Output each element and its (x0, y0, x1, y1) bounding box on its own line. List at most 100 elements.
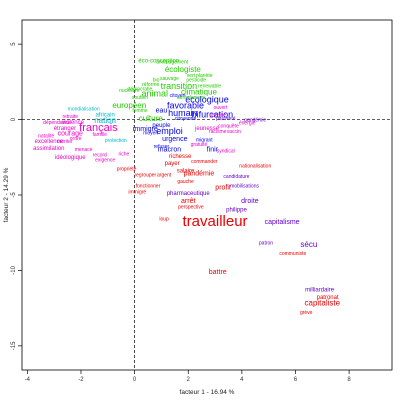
word-label: finir (207, 147, 219, 154)
word-label: pharmaceutique (167, 191, 211, 197)
word-label: riche (118, 152, 129, 158)
word-label: arrêt (181, 198, 195, 205)
word-label: profit (215, 184, 231, 191)
word-label: communiste (279, 251, 306, 257)
word-label: travailleur (183, 213, 248, 230)
word-label: vaccin (227, 129, 241, 135)
word-label: pandémie (184, 171, 215, 178)
word-label: peuple (152, 123, 171, 129)
word-label: ordre (70, 136, 82, 142)
word-label: africain (95, 113, 114, 119)
word-label: argent (157, 173, 172, 179)
word-label: gratuité (191, 142, 208, 148)
word-label: eau (156, 107, 168, 114)
word-label: violence (62, 120, 85, 126)
y-tick-label: -10 (11, 265, 17, 274)
word-label: perspective (178, 204, 204, 210)
word-label: patronat (317, 295, 339, 301)
word-label: vert (187, 73, 196, 79)
word-label: mobilisations (230, 183, 259, 189)
word-label: courage (58, 131, 83, 138)
x-tick-label: -2 (78, 377, 84, 383)
word-label: sécu (300, 240, 317, 249)
x-tick-label: 2 (187, 377, 191, 383)
word-label: moyen (143, 130, 158, 136)
word-label: pesticide (186, 78, 206, 84)
x-tick-label: 0 (133, 377, 137, 383)
word-label: européen (112, 101, 146, 110)
word-label: conquête (218, 124, 239, 130)
word-label: animal (141, 88, 168, 98)
word-label: renewable (198, 84, 221, 90)
word-label: battre (209, 269, 227, 276)
word-label: nation (94, 116, 116, 125)
word-label: culture (139, 114, 164, 123)
y-tick-label: -15 (11, 341, 17, 350)
word-label: richesse (169, 154, 192, 160)
word-label: candidature (223, 174, 249, 180)
word-label: fonctionner (136, 183, 161, 189)
word-label: grève (300, 310, 313, 316)
word-label: femme (132, 108, 148, 114)
x-axis-title: facteur 1 - 16.94 % (180, 389, 235, 396)
word-label: philippe (226, 208, 247, 214)
word-label: ouvert (213, 105, 228, 111)
word-label: record (93, 152, 107, 158)
word-label: immigré (133, 126, 158, 133)
x-tick-label: 6 (294, 377, 298, 383)
word-label: salaire (177, 168, 195, 174)
word-label: étranger (54, 126, 76, 132)
y-axis-ticks: 5 0 -5 -10 -15 (11, 42, 22, 350)
word-label: patron (259, 241, 273, 247)
word-label: écologique (185, 94, 229, 104)
word-label: citoyenne (175, 116, 197, 122)
word-label: natalité (38, 133, 54, 139)
word-label: macron (158, 147, 181, 154)
y-axis-title: facteur 2 - 14.29 % (3, 167, 10, 222)
word-label: bio (153, 78, 160, 84)
word-label: pandémie (244, 118, 266, 124)
word-label: droite (241, 198, 259, 205)
word-label: assimilation (33, 146, 64, 152)
word-label: propriété (117, 167, 137, 173)
word-label: retraite (62, 114, 78, 120)
word-label: excellence (35, 139, 64, 145)
word-label: protection (105, 138, 127, 144)
word-label: climatique (181, 88, 218, 97)
word-label: capitalisme (265, 219, 300, 226)
word-label: éco-conception (138, 58, 179, 64)
word-label: dérèglement (177, 95, 205, 101)
word-label: milliardaire (305, 288, 335, 294)
word-label: loup (159, 216, 169, 222)
word-label: citoyen (170, 93, 186, 99)
word-label: pensée (210, 112, 227, 118)
word-label: soutien (132, 95, 148, 101)
x-tick-label: 4 (240, 377, 244, 383)
x-axis-ticks: -4 -2 0 2 4 6 8 (25, 370, 351, 383)
word-label: idéologique (55, 155, 86, 161)
word-label: payer (165, 161, 180, 167)
word-label: famille (93, 132, 108, 138)
word-label: jeunesse (194, 126, 220, 132)
word-label: immigré (128, 189, 146, 195)
word-label: gauche (177, 179, 194, 185)
word-label: planète (196, 73, 213, 79)
word-label: humain (168, 108, 198, 118)
word-label: regrouper (134, 173, 156, 179)
word-label: aménagement (156, 60, 189, 66)
word-label: pauvreté (216, 116, 236, 122)
word-label: racisme (209, 129, 227, 135)
y-tick-label: 0 (11, 117, 17, 121)
word-label: bifurcation (192, 109, 234, 119)
word-label: menace (75, 147, 93, 153)
word-label: emploi (156, 126, 183, 136)
x-tick-label: 8 (347, 377, 351, 383)
word-label: démocratie (128, 87, 153, 93)
word-label: nationalisation (239, 164, 271, 170)
word-label: mériter (57, 139, 73, 145)
word-label: syndical (217, 149, 235, 155)
word-label: commander (191, 159, 218, 165)
word-label: réforme (142, 82, 159, 88)
